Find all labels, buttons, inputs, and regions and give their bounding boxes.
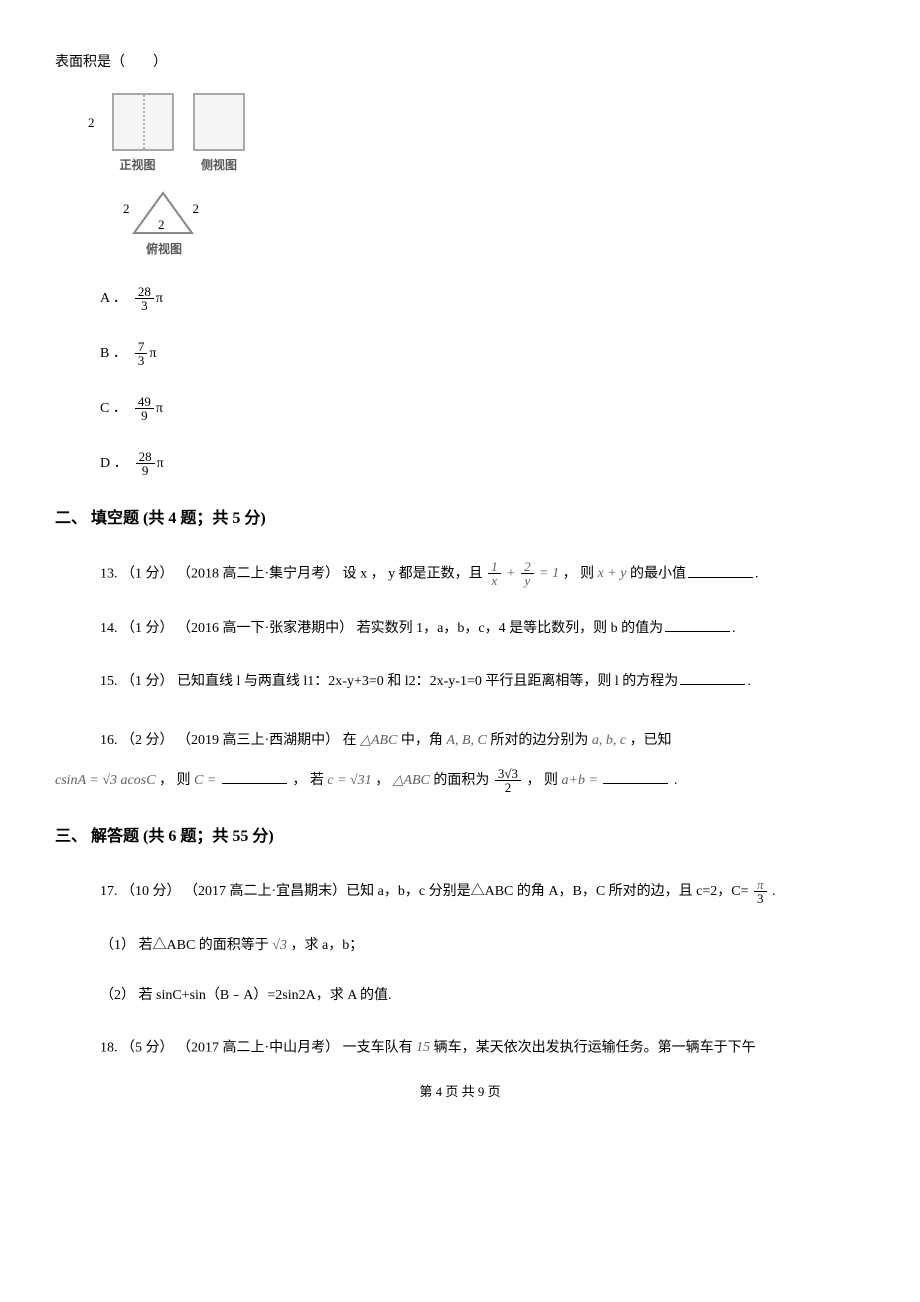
triangle-icon: [130, 191, 196, 235]
question-stem: 表面积是（ ）: [55, 50, 865, 75]
question-18: 18. （5 分） （2017 高二上·中山月考） 一支车队有 15 辆车，某天…: [100, 1033, 865, 1064]
blank-input[interactable]: [603, 783, 668, 784]
area-fraction: 3√3 2: [495, 767, 521, 794]
question-17-sub2: （2） 若 sinC+sin（B﹣A）=2sin2A，求 A 的值.: [100, 983, 865, 1008]
front-view: 2 正视图: [100, 93, 175, 177]
section-2-header: 二、 填空题 (共 4 题；共 5 分): [55, 505, 865, 534]
sqrt-3: √3: [272, 933, 287, 958]
choice-a[interactable]: A ． 28 3 π: [100, 285, 865, 312]
choice-b[interactable]: B ． 7 3 π: [100, 340, 865, 367]
choice-a-label: A ．: [100, 286, 127, 311]
page-footer: 第 4 页 共 9 页: [55, 1080, 865, 1103]
a-plus-b: a+b =: [562, 761, 598, 800]
top-view-label: 俯视图: [146, 239, 865, 261]
question-13: 13. （1 分） （2018 高二上·集宁月考） 设 x ， y 都是正数，且…: [100, 559, 865, 590]
section-3-header: 三、 解答题 (共 6 题；共 55 分): [55, 823, 865, 852]
top-view: 2 2 2 俯视图: [118, 185, 865, 261]
blank-input[interactable]: [688, 577, 753, 578]
choice-c-label: C ．: [100, 396, 127, 421]
choice-c-suffix: π: [156, 396, 163, 421]
num-15: 15: [416, 1033, 430, 1064]
question-16: 16. （2 分） （2019 高三上·西湖期中） 在 △ABC 中，角 A, …: [55, 721, 865, 800]
choice-b-suffix: π: [149, 341, 156, 366]
q13-formula-1: 1x + 2y = 1: [486, 559, 559, 590]
sides-abc: a, b, c: [592, 721, 626, 760]
triangle-abc: △ABC: [360, 721, 397, 760]
choice-c[interactable]: C ． 49 9 π: [100, 395, 865, 422]
front-view-box: [112, 93, 174, 151]
choice-d-suffix: π: [157, 451, 164, 476]
blank-input[interactable]: [680, 684, 745, 685]
q13-formula-2: x + y: [598, 559, 627, 590]
three-view-diagram: 2 正视图 侧视图 2 2 2 俯视图: [100, 93, 865, 260]
choice-d-fraction: 28 9: [136, 450, 155, 477]
c-value: c = √31: [327, 761, 371, 800]
choice-a-suffix: π: [156, 286, 163, 311]
choice-d[interactable]: D ． 28 9 π: [100, 450, 865, 477]
choice-b-fraction: 7 3: [135, 340, 148, 367]
blank-input[interactable]: [665, 631, 730, 632]
question-17-sub1: （1） 若△ABC 的面积等于 √3 ，求 a，b；: [100, 933, 865, 958]
side-view-box: [193, 93, 245, 151]
front-dim-label: 2: [88, 111, 95, 134]
front-view-label: 正视图: [100, 155, 175, 177]
tri-left-label: 2: [123, 197, 130, 220]
q16-formula-1: csinA = √3 acosC: [55, 761, 156, 800]
choice-a-fraction: 28 3: [135, 285, 154, 312]
choice-d-label: D ．: [100, 451, 128, 476]
question-14: 14. （1 分） （2016 高一下·张家港期中） 若实数列 1，a，b，c，…: [100, 614, 865, 645]
side-view: 侧视图: [193, 93, 245, 177]
angles-abc: A, B, C: [446, 721, 486, 760]
choice-b-label: B ．: [100, 341, 127, 366]
question-15: 15. （1 分） 已知直线 l 与两直线 l1：2x-y+3=0 和 l2：2…: [100, 667, 865, 698]
side-view-label: 侧视图: [193, 155, 245, 177]
pi-over-3: π 3: [754, 878, 767, 905]
triangle-abc-2: △ABC: [393, 761, 430, 800]
blank-input[interactable]: [222, 783, 287, 784]
choice-c-fraction: 49 9: [135, 395, 154, 422]
c-equals: C =: [194, 761, 216, 800]
question-17: 17. （10 分） （2017 高二上·宜昌期末）已知 a，b，c 分别是△A…: [100, 877, 865, 908]
